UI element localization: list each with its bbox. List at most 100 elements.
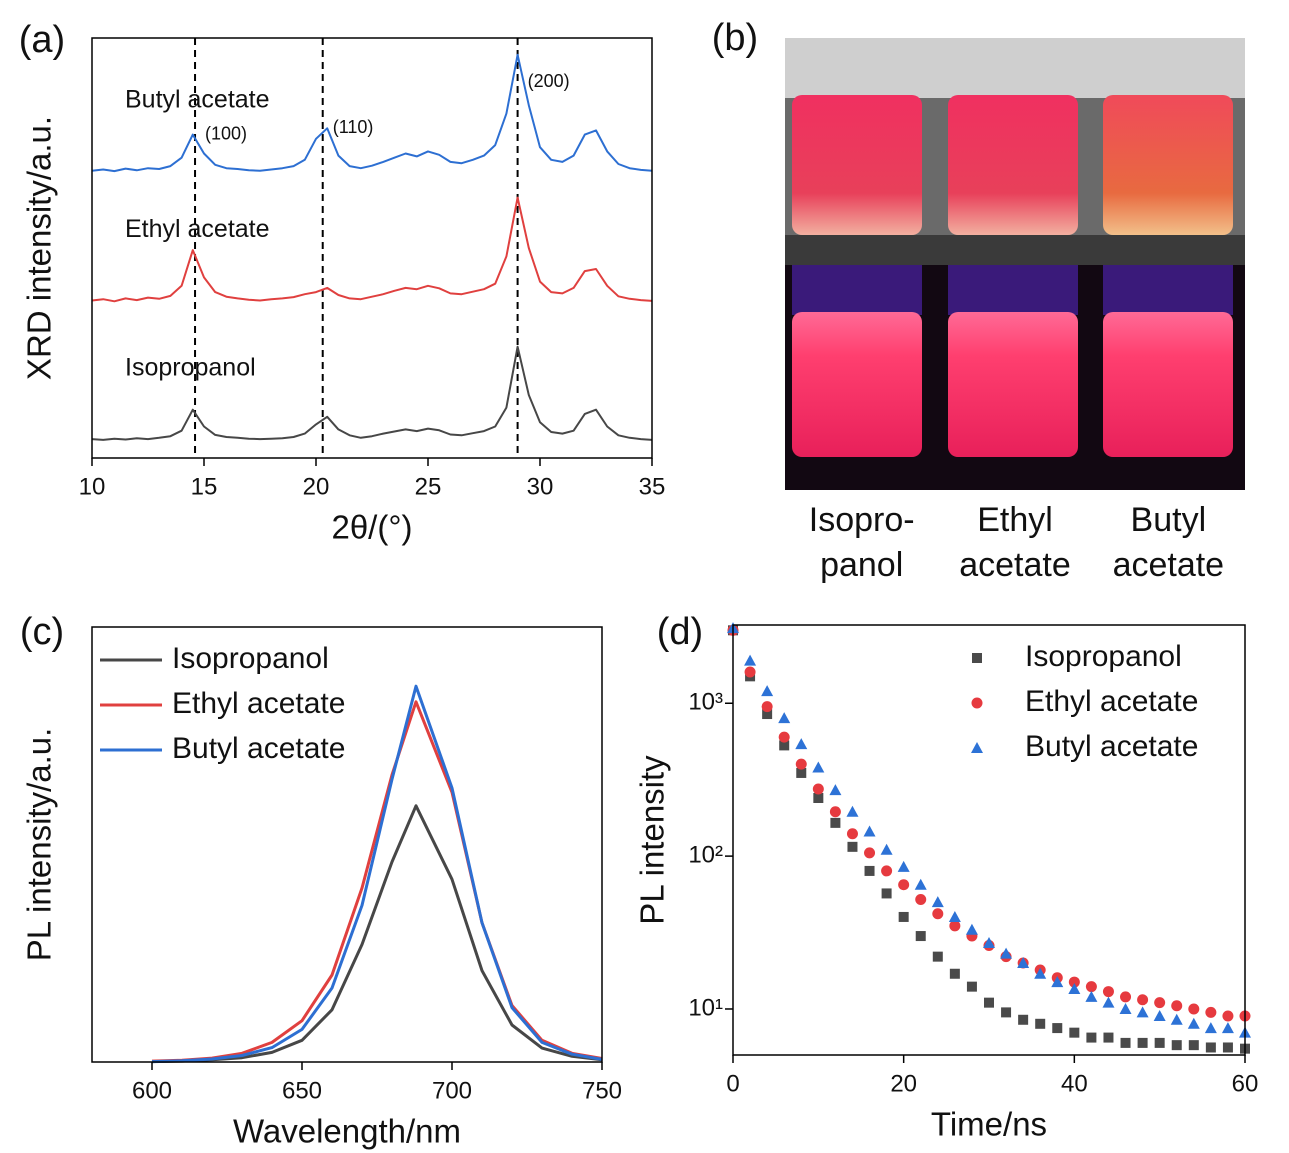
data-point [744, 654, 757, 666]
data-point [1001, 1007, 1012, 1018]
data-point [1120, 1037, 1131, 1048]
data-point [932, 951, 943, 962]
data-point [1000, 947, 1013, 959]
peak-label: (110) [333, 117, 374, 137]
data-point [864, 847, 876, 859]
peak-label: (200) [528, 71, 570, 91]
data-point [812, 761, 825, 773]
x-tick-label: 40 [1061, 1070, 1088, 1097]
legend-label: Ethyl acetate [1025, 685, 1198, 718]
panel-label: (d) [657, 611, 703, 653]
data-point [949, 968, 960, 979]
x-tick-label: 35 [639, 473, 666, 500]
photo-label: Isopro- [809, 501, 915, 539]
data-point [880, 843, 893, 855]
plot: Isopropanol Ethyl acetate Butyl acetate (10… [91, 38, 653, 458]
photo-day-table [785, 235, 1245, 265]
data-point [1119, 1002, 1132, 1014]
data-point [795, 758, 807, 770]
data-point [1171, 1000, 1183, 1012]
data-point [948, 910, 961, 922]
x-tick-label: 30 [527, 473, 554, 500]
data-point [1136, 1006, 1149, 1018]
data-point [864, 865, 875, 876]
vial-day [792, 95, 922, 235]
legend-swatch [971, 697, 983, 709]
photo-label: Ethyl [977, 501, 1053, 539]
x-tick-label: 15 [191, 473, 218, 500]
data-point [829, 784, 842, 796]
axes-frame [91, 626, 603, 1063]
photo-label: acetate [959, 546, 1071, 584]
series-label: Butyl acetate [125, 85, 270, 113]
photo-label: acetate [1113, 546, 1225, 584]
series-line [91, 53, 653, 173]
series-label: Ethyl acetate [125, 215, 270, 243]
data-point [1085, 981, 1097, 993]
photo [785, 38, 1245, 490]
x-tick-label: 650 [282, 1077, 322, 1104]
data-point [915, 931, 926, 942]
data-point [949, 920, 961, 932]
vial-uv-cap [1103, 265, 1233, 315]
legend-label: Butyl acetate [172, 732, 345, 765]
data-point [1204, 1022, 1217, 1034]
data-point [813, 792, 824, 803]
data-point [1051, 976, 1064, 988]
data-point [762, 709, 773, 720]
data-point [881, 865, 893, 877]
data-point [1068, 976, 1080, 988]
data-point [898, 911, 909, 922]
data-point [830, 817, 841, 828]
data-point [796, 767, 807, 778]
legend-label: Isopropanol [172, 642, 329, 675]
data-point [1069, 1027, 1080, 1038]
data-point [847, 841, 858, 852]
data-point [1120, 991, 1132, 1003]
vial-uv [792, 312, 922, 457]
y-tick-label: 10² [688, 841, 723, 868]
series-line [151, 684, 603, 1064]
data-point [1068, 983, 1081, 995]
data-point [1102, 996, 1115, 1008]
data-point [1103, 1032, 1114, 1043]
x-tick-label: 60 [1232, 1070, 1259, 1097]
y-tick-label: 10¹ [688, 994, 723, 1021]
vial-uv [948, 312, 1078, 457]
data-point [795, 738, 808, 750]
photo-label: panol [820, 546, 903, 584]
data-point [846, 805, 859, 817]
y-axis-title: PL intensity/a.u. [21, 728, 58, 962]
x-axis-title: 2θ/(°) [331, 509, 412, 546]
data-point [1188, 1040, 1199, 1051]
panel-label: (c) [20, 611, 64, 653]
data-point [1154, 997, 1166, 1009]
data-point [761, 701, 773, 713]
data-point [1205, 1006, 1217, 1018]
data-point [846, 828, 858, 840]
vial-uv-cap [792, 265, 922, 315]
data-point [915, 894, 927, 906]
data-point [1171, 1040, 1182, 1051]
axes-frame [91, 37, 653, 459]
data-point [1222, 1042, 1233, 1053]
y-axis-title: XRD intensity/a.u. [21, 116, 58, 380]
data-point [1170, 1013, 1183, 1025]
x-tick-label: 700 [432, 1077, 472, 1104]
data-point [829, 806, 841, 818]
data-point [984, 997, 994, 1008]
data-point [1154, 1037, 1165, 1048]
data-point [1137, 1037, 1148, 1048]
data-point [932, 908, 944, 920]
x-axis-title: Time/ns [931, 1106, 1047, 1143]
data-point [898, 879, 910, 891]
data-point [1153, 1009, 1166, 1021]
data-point [1086, 1032, 1097, 1043]
data-point [778, 731, 790, 743]
data-point [1034, 967, 1047, 979]
photo-day-backdrop [785, 38, 1245, 98]
plot [151, 684, 603, 1064]
vial-day [1103, 95, 1233, 235]
panel-label: (b) [712, 17, 758, 59]
